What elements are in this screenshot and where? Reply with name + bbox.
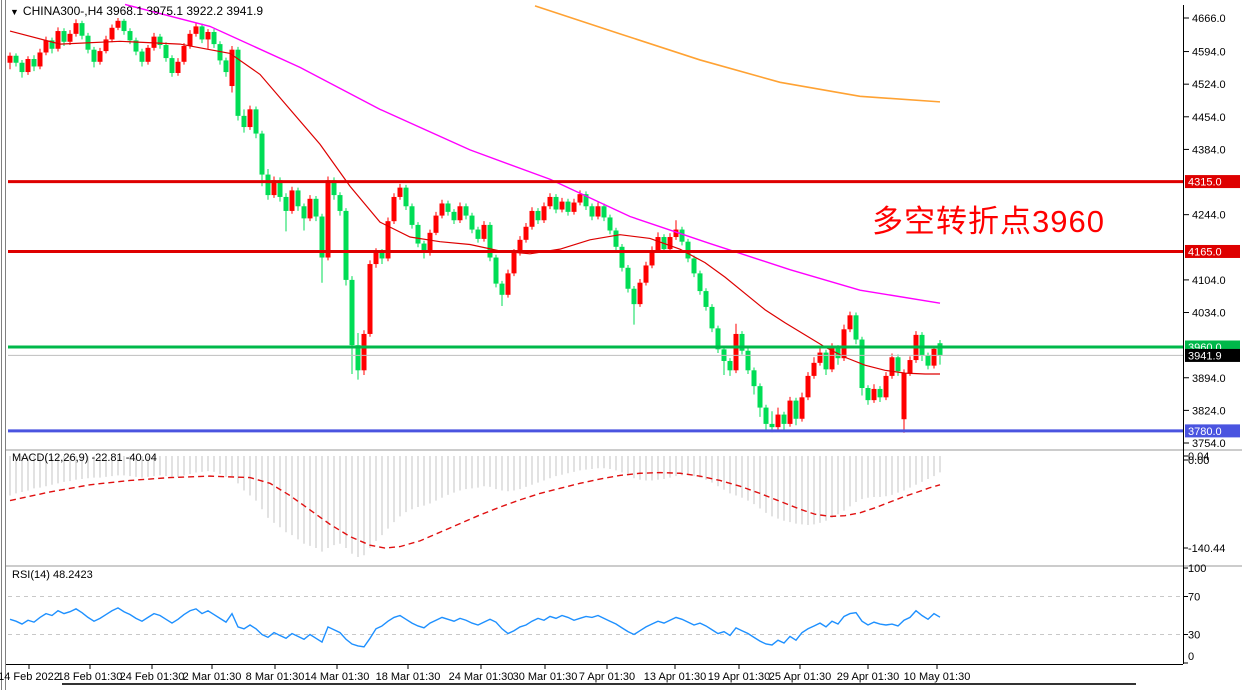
svg-text:3941.9: 3941.9 [1188,350,1222,362]
svg-text:4666.0: 4666.0 [1192,13,1226,25]
svg-text:25 Apr 01:30: 25 Apr 01:30 [769,671,831,683]
svg-text:0.00: 0.00 [1188,455,1209,467]
svg-text:8 Mar 01:30: 8 Mar 01:30 [246,671,305,683]
svg-text:4315.0: 4315.0 [1188,177,1222,189]
svg-text:14 Mar 01:30: 14 Mar 01:30 [305,671,370,683]
svg-text:18 Feb 01:30: 18 Feb 01:30 [58,671,123,683]
svg-text:3894.0: 3894.0 [1192,373,1226,385]
rsi-axis[interactable]: 100 70 30 0 [1183,563,1206,664]
svg-text:4104.0: 4104.0 [1192,275,1226,287]
macd-axis[interactable]: 0.040.00 -140.44 [1183,451,1225,555]
candlestick-series[interactable] [7,18,943,433]
svg-text:13 Apr 01:30: 13 Apr 01:30 [644,671,706,683]
ma-long-orange [534,5,941,103]
macd-histogram [9,456,941,557]
rsi-indicator-label: RSI(14) 48.2423 [12,569,93,581]
svg-text:18 Mar 01:30: 18 Mar 01:30 [376,671,441,683]
svg-text:4594.0: 4594.0 [1192,47,1226,59]
svg-text:7 Apr 01:30: 7 Apr 01:30 [579,671,635,683]
svg-text:4165.0: 4165.0 [1188,246,1222,258]
text-annotation[interactable]: 多空转折点3960 [872,204,1105,239]
svg-text:24 Feb 01:30: 24 Feb 01:30 [120,671,185,683]
svg-text:100: 100 [1188,563,1206,575]
chart-title-text: CHINA300-,H4 3968.1 3975.1 3922.2 3941.9 [22,4,264,18]
chart-title: ▼ CHINA300-,H4 3968.1 3975.1 3922.2 3941.… [10,4,263,18]
svg-text:3780.0: 3780.0 [1188,426,1222,438]
svg-text:0: 0 [1188,651,1194,663]
svg-text:0.04: 0.04 [1188,451,1209,463]
symbol-dropdown-icon[interactable]: ▼ [10,7,19,17]
macd-signal-line [9,471,941,549]
svg-text:14 Feb 2022: 14 Feb 2022 [0,671,60,683]
svg-text:29 Apr 01:30: 29 Apr 01:30 [837,671,899,683]
ma-slow-magenta [124,3,941,304]
svg-text:4454.0: 4454.0 [1192,112,1226,124]
svg-text:30 Mar 01:30: 30 Mar 01:30 [513,671,578,683]
svg-text:4244.0: 4244.0 [1192,210,1226,222]
svg-text:4034.0: 4034.0 [1192,308,1226,320]
svg-text:70: 70 [1188,592,1200,604]
macd-indicator-label: MACD(12,26,9) -22.81 -40.04 [12,452,157,464]
svg-text:-140.44: -140.44 [1188,543,1225,555]
svg-text:10 May 01:30: 10 May 01:30 [904,671,971,683]
svg-text:19 Apr 01:30: 19 Apr 01:30 [708,671,770,683]
rsi-level-lines [8,596,1183,635]
svg-text:4384.0: 4384.0 [1192,144,1226,156]
ma-fast-red [9,30,940,375]
price-axis[interactable]: 4666.0 4594.0 4524.0 4454.0 4384.0 4244.0 4104… [1183,13,1226,450]
svg-text:2 Mar 01:30: 2 Mar 01:30 [183,671,242,683]
svg-text:30: 30 [1188,630,1200,642]
svg-text:4524.0: 4524.0 [1192,79,1226,91]
svg-text:24 Mar 01:30: 24 Mar 01:30 [449,671,514,683]
rsi-line [9,607,941,648]
svg-text:3824.0: 3824.0 [1192,405,1226,417]
svg-text:3754.0: 3754.0 [1192,438,1226,450]
